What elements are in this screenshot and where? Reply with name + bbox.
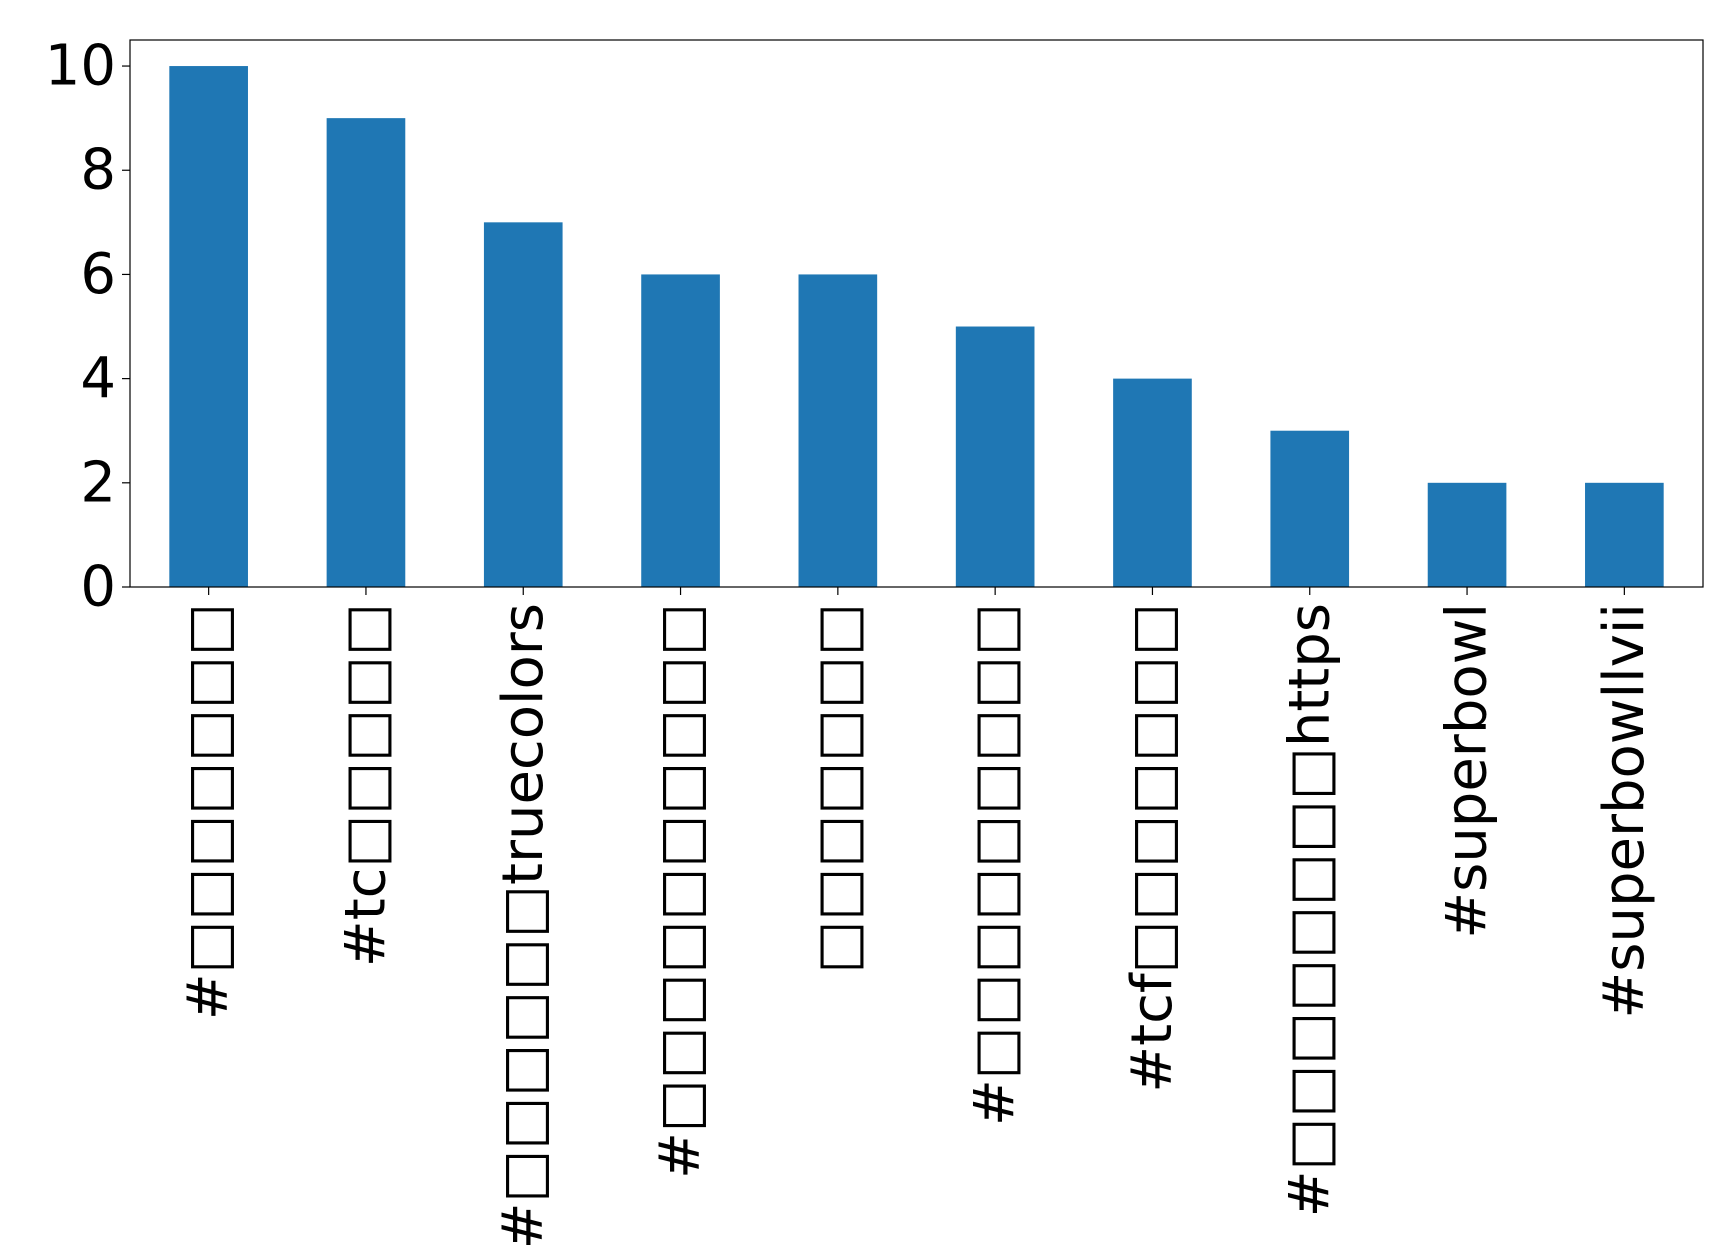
bar-8 <box>1270 430 1350 587</box>
y-tick-label: 0 <box>80 555 116 620</box>
bar-3 <box>483 222 563 587</box>
y-tick-label: 2 <box>80 450 116 515</box>
bar-2 <box>326 118 406 587</box>
plot-frame <box>129 39 1704 588</box>
x-tick-label: #tcf□□□□□□□ <box>1120 603 1185 1093</box>
x-tick-label: #□□□□□□□□□□ <box>648 603 713 1179</box>
x-tick-label: #□□□□□□truecolors <box>491 603 556 1249</box>
x-tick-label: #□□□□□□□□https <box>1277 603 1342 1217</box>
y-axis: 0 2 4 6 8 10 <box>45 34 130 620</box>
x-tick-label: #tc□□□□□ <box>333 603 398 967</box>
x-axis: #□□□□□□□ #tc□□□□□ #□□□□□□truecolors #□□□□□□… <box>176 587 1657 1249</box>
y-tick-label: 10 <box>45 34 116 99</box>
y-tick-label: 6 <box>80 242 116 307</box>
bar-9 <box>1427 482 1507 587</box>
bar-4 <box>641 274 720 587</box>
x-tick-label: □□□□□□□ <box>805 603 870 973</box>
bar-1 <box>169 66 248 588</box>
y-tick-label: 4 <box>80 346 116 411</box>
bar-6 <box>955 326 1035 587</box>
x-tick-label: #□□□□□□□□□ <box>963 603 1028 1126</box>
x-tick-label: #superbowllvii <box>1592 603 1657 1019</box>
x-tick-label: #superbowl <box>1435 603 1500 939</box>
bar-10 <box>1585 482 1664 587</box>
bar-7 <box>1113 378 1192 587</box>
y-tick-label: 8 <box>80 138 116 203</box>
x-tick-label: #□□□□□□□ <box>176 603 241 1020</box>
bars-layer <box>169 66 1664 588</box>
bar-5 <box>798 274 878 587</box>
